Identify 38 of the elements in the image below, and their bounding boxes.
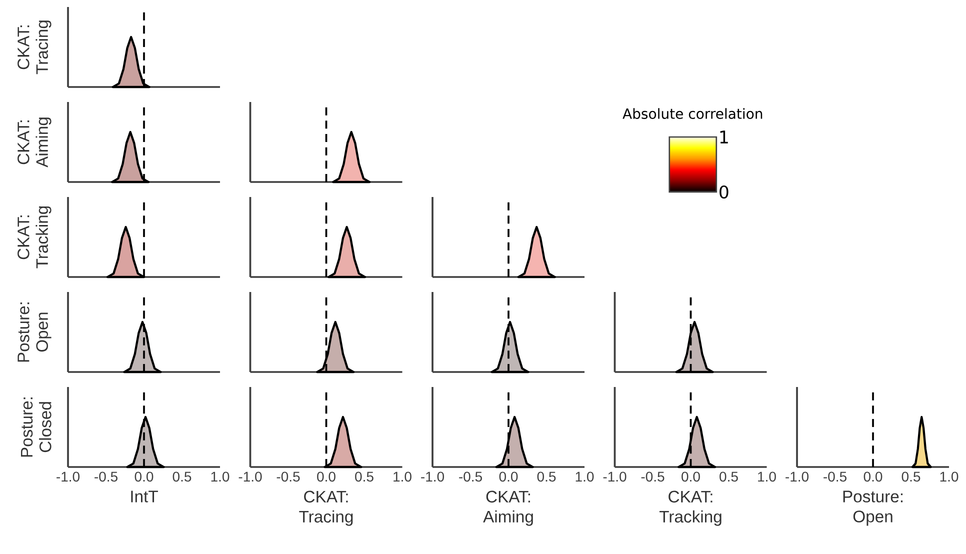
x-axis-title: Posture: Open (843, 490, 903, 526)
color-bar-title: Absolute correlation (622, 108, 762, 119)
x-tick-label: 0.0 (499, 472, 518, 482)
x-tick-label: -0.5 (641, 472, 664, 482)
x-axis-title: IntT (131, 490, 158, 502)
y-axis-title: CKAT: Aiming (18, 118, 52, 168)
x-tick-label: -1.0 (238, 472, 262, 482)
y-axis-title: CKAT: Tracing (18, 20, 52, 74)
x-tick-label: -1.0 (603, 472, 626, 482)
x-tick-label: 1.0 (940, 472, 958, 482)
x-tick-label: -1.0 (421, 472, 444, 482)
y-axis-title: Posture: Open (18, 302, 52, 362)
x-tick-label: -0.5 (94, 472, 118, 482)
x-tick-label: -0.5 (276, 472, 300, 482)
x-tick-label: 1.0 (394, 472, 412, 482)
x-tick-label: 0.0 (134, 472, 154, 482)
x-tick-label: 0.5 (902, 472, 920, 482)
x-axis-title: CKAT: Tracing (299, 490, 353, 526)
x-tick-label: -0.5 (459, 472, 482, 482)
x-axis-title: CKAT: Tracking (659, 490, 722, 526)
x-tick-label: 0.5 (172, 472, 192, 482)
x-tick-label: 0.5 (355, 472, 374, 482)
x-tick-label: 1.0 (758, 472, 776, 482)
x-tick-label: 0.0 (317, 472, 336, 482)
x-tick-label: 0.0 (864, 472, 882, 482)
y-axis-title: Posture: Closed (21, 397, 52, 457)
x-tick-label: -1.0 (56, 472, 80, 482)
x-tick-label: 0.5 (720, 472, 738, 482)
y-axis-title: CKAT: Tracking (18, 206, 52, 268)
x-tick-label: -0.5 (824, 472, 846, 482)
color-bar-label: 1 (720, 130, 728, 144)
x-tick-label: -1.0 (786, 472, 809, 482)
x-axis-title: CKAT: Aiming (483, 490, 533, 526)
x-tick-label: 1.0 (211, 472, 230, 482)
x-tick-label: 0.5 (537, 472, 556, 482)
x-tick-label: 0.0 (682, 472, 700, 482)
color-bar-label: 0 (720, 185, 728, 199)
x-tick-label: 1.0 (576, 472, 594, 482)
